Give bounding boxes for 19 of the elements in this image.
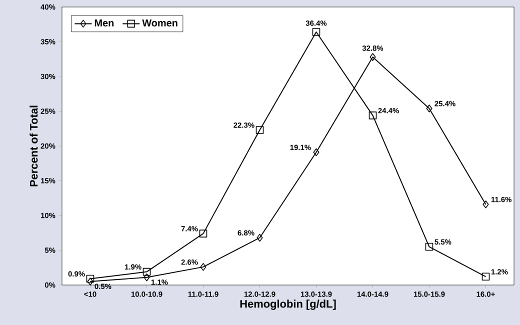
point xyxy=(426,104,432,112)
point xyxy=(482,272,490,281)
point xyxy=(199,230,208,238)
point xyxy=(312,28,320,36)
point xyxy=(256,126,264,134)
point xyxy=(370,53,376,61)
point xyxy=(86,274,94,283)
point xyxy=(256,234,263,242)
legend-label: Women xyxy=(142,20,178,26)
point xyxy=(482,200,489,208)
point xyxy=(200,263,206,271)
point xyxy=(142,268,151,276)
point xyxy=(313,148,320,156)
y-axis-title: Percent of Total xyxy=(30,106,38,186)
point xyxy=(144,273,150,282)
point xyxy=(425,242,434,251)
legend-label: Men xyxy=(94,20,114,26)
x-axis-title: Hemoglobin [g/dL] xyxy=(240,300,336,310)
point xyxy=(368,112,377,120)
